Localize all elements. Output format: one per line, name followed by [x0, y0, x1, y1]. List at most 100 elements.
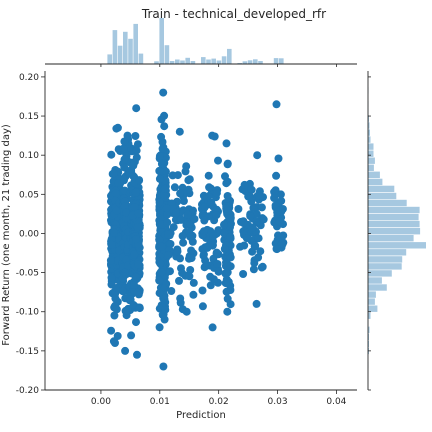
scatter-point: [155, 276, 164, 285]
scatter-point: [254, 253, 263, 262]
scatter-point: [270, 187, 279, 196]
top-histogram-bar: [279, 58, 284, 64]
scatter-point: [113, 123, 122, 132]
scatter-point: [123, 131, 132, 140]
y-tick-label: -0.10: [16, 308, 40, 318]
scatter-point: [249, 265, 258, 274]
scatter-point: [246, 212, 255, 220]
top-histogram-bar: [117, 45, 123, 64]
top-histogram-bar: [221, 56, 227, 64]
scatter-point: [223, 177, 232, 186]
scatter-point: [198, 286, 207, 295]
scatter-point: [272, 171, 281, 180]
scatter-point: [121, 306, 130, 315]
scatter-point: [178, 269, 187, 278]
scatter-point: [190, 215, 199, 223]
scatter-point: [175, 276, 183, 285]
top-histogram-bar: [154, 61, 159, 64]
scatter-point: [251, 241, 260, 250]
top-histogram-bar: [201, 57, 206, 64]
scatter-point: [173, 247, 182, 256]
top-histogram-bar: [164, 45, 170, 64]
scatter-point: [248, 247, 257, 256]
scatter-point: [164, 250, 173, 259]
right-histogram-bar: [368, 206, 420, 214]
scatter-point: [111, 189, 120, 198]
scatter-point: [242, 234, 251, 243]
chart-title: Train - technical_developed_rfr: [141, 7, 326, 21]
y-tick-label: -0.05: [16, 269, 39, 279]
scatter-point: [112, 305, 121, 314]
scatter-point: [250, 259, 259, 268]
scatter-point: [223, 294, 232, 303]
scatter-point: [208, 131, 217, 140]
right-histogram-bar: [368, 171, 380, 178]
right-histogram-bar: [368, 242, 426, 249]
right-histogram-bar: [368, 263, 402, 270]
right-histogram-bar: [368, 270, 392, 277]
scatter-point: [189, 290, 198, 299]
scatter-point: [176, 189, 185, 198]
top-histogram-bar: [175, 59, 180, 64]
top-histogram-bar: [227, 48, 232, 64]
scatter-point: [220, 220, 228, 229]
right-histogram-bar: [368, 178, 383, 186]
right-histogram-bar: [368, 143, 374, 150]
top-histogram-bar: [216, 60, 222, 64]
scatter-point: [122, 208, 131, 217]
scatter-point: [222, 204, 231, 213]
right-histogram-bar: [368, 277, 382, 284]
scatter-point: [166, 240, 175, 248]
scatter-point: [276, 190, 285, 199]
scatter-point: [155, 323, 164, 332]
scatter-point: [158, 144, 167, 153]
x-tick-label: 0.01: [150, 397, 170, 407]
right-histogram-bar: [368, 150, 374, 157]
scatter-point: [272, 100, 281, 109]
top-histogram-bar: [273, 58, 279, 64]
scatter-point: [157, 132, 166, 141]
scatter-point: [176, 298, 185, 307]
scatter-point: [113, 332, 122, 340]
scatter-point: [169, 223, 178, 232]
scatter-point: [119, 144, 128, 153]
x-tick-label: 0.02: [209, 397, 229, 407]
scatter-point: [255, 191, 264, 200]
top-histogram-bar: [169, 61, 175, 64]
scatter-point: [155, 289, 164, 298]
right-histogram-bar: [368, 157, 375, 164]
x-tick-label: 0.04: [326, 397, 346, 407]
scatter-point: [240, 241, 249, 250]
scatter-point: [259, 215, 268, 224]
scatter-point: [107, 326, 116, 335]
scatter-point: [135, 304, 144, 313]
scatter-point: [166, 267, 174, 276]
scatter-point: [157, 268, 166, 277]
scatter-point: [120, 176, 128, 185]
scatter-point: [199, 191, 208, 200]
right-histogram-bar: [368, 115, 369, 122]
scatter-point: [279, 231, 288, 240]
right-histogram-bar: [368, 235, 414, 242]
right-histogram-bar: [368, 220, 420, 228]
top-histogram-bar: [185, 57, 190, 64]
scatter-point: [223, 192, 232, 200]
y-tick-label: -0.15: [16, 347, 39, 357]
scatter-point: [275, 217, 284, 226]
x-axis-label: Prediction: [176, 410, 226, 421]
top-histogram-bar: [123, 31, 128, 64]
scatter-point: [132, 104, 141, 113]
scatter-point: [274, 154, 283, 163]
scatter-point: [226, 232, 235, 241]
scatter-point: [130, 203, 139, 211]
scatter-point: [185, 272, 194, 281]
top-histogram-bar: [237, 63, 242, 64]
scatter-point: [160, 122, 169, 131]
scatter-point: [130, 250, 139, 259]
scatter-point: [187, 254, 196, 263]
scatter-point: [163, 210, 172, 219]
top-histogram-bar: [247, 60, 253, 64]
scatter-point: [256, 247, 265, 256]
scatter-point: [199, 227, 208, 236]
x-tick-label: 0.00: [91, 397, 111, 407]
